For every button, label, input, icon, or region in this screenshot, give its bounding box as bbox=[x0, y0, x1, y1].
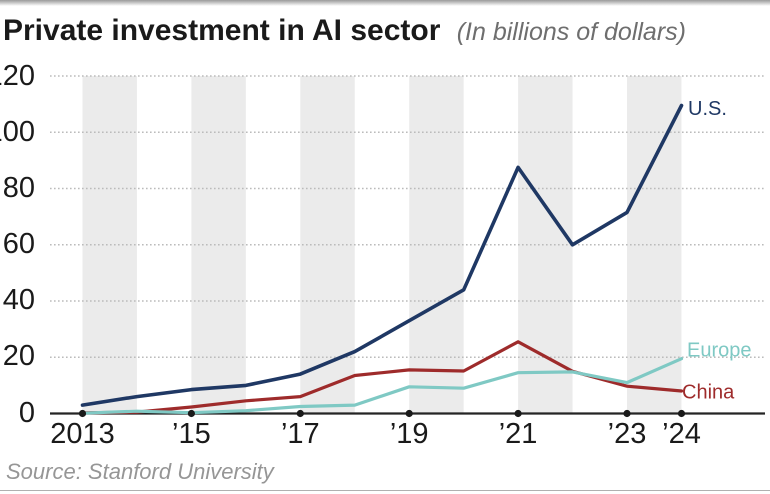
svg-text:Europe: Europe bbox=[687, 340, 752, 362]
svg-text:’23: ’23 bbox=[608, 418, 647, 450]
svg-text:0: 0 bbox=[19, 397, 35, 429]
svg-text:’17: ’17 bbox=[281, 418, 320, 450]
svg-text:100: 100 bbox=[0, 116, 35, 148]
svg-text:40: 40 bbox=[3, 284, 35, 316]
svg-text:2013: 2013 bbox=[50, 418, 115, 450]
svg-text:120: 120 bbox=[0, 60, 35, 92]
svg-text:20: 20 bbox=[3, 340, 35, 372]
svg-text:’24: ’24 bbox=[662, 418, 701, 450]
svg-text:80: 80 bbox=[3, 172, 35, 204]
svg-text:China: China bbox=[682, 382, 735, 404]
svg-text:’19: ’19 bbox=[390, 418, 429, 450]
svg-text:U.S.: U.S. bbox=[688, 98, 727, 120]
svg-text:’21: ’21 bbox=[499, 418, 538, 450]
svg-text:60: 60 bbox=[3, 228, 35, 260]
svg-text:’15: ’15 bbox=[172, 418, 211, 450]
